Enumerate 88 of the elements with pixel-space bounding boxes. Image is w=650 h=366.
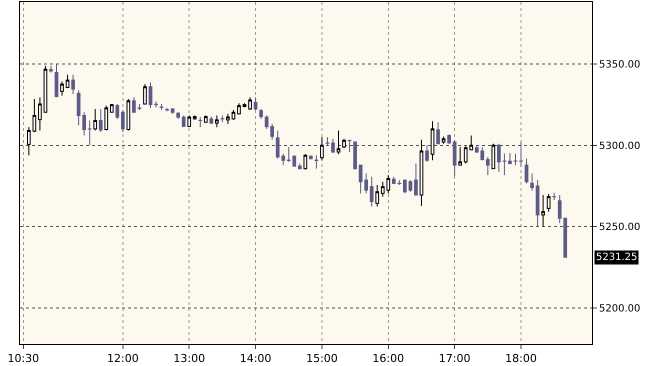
candlestick xyxy=(143,84,147,106)
candlestick xyxy=(524,158,528,184)
candlestick xyxy=(170,107,174,114)
x-tick-label: 14:00 xyxy=(240,352,272,366)
candlestick xyxy=(358,164,362,194)
candlestick xyxy=(474,144,479,154)
candlestick xyxy=(110,103,114,113)
y-tick-label: 5300.00 xyxy=(599,140,640,152)
candlestick xyxy=(182,115,186,128)
x-tick-label: 10:30 xyxy=(7,352,40,366)
candlestick xyxy=(220,115,224,123)
candlestick xyxy=(375,184,380,208)
candlestick xyxy=(32,98,36,133)
y-tick-label: 5350.00 xyxy=(599,59,640,70)
candlestick xyxy=(276,130,280,160)
candlestick xyxy=(281,153,286,166)
x-tick-label: 15:00 xyxy=(306,352,338,366)
candlestick xyxy=(115,103,120,120)
y-tick-label: 5200.00 xyxy=(599,304,640,315)
candlestick xyxy=(254,96,258,110)
candlestick xyxy=(309,154,313,160)
candlestick xyxy=(497,143,501,172)
candlestick xyxy=(298,163,302,170)
candlestick xyxy=(98,108,103,133)
candlestick xyxy=(546,194,550,212)
candlestick xyxy=(436,122,440,145)
candlestick xyxy=(491,143,496,170)
candlestick xyxy=(452,140,456,177)
x-tick-label: 12:00 xyxy=(107,352,139,366)
candlestick xyxy=(552,192,556,201)
candlestick xyxy=(303,154,308,170)
x-tick-label: 17:00 xyxy=(438,352,470,366)
candlestick xyxy=(563,218,568,258)
candlestick xyxy=(486,156,490,176)
candlestick xyxy=(71,74,75,95)
candlestick xyxy=(469,135,474,151)
candlestick xyxy=(292,154,296,168)
candlestick xyxy=(49,65,53,74)
candlestick xyxy=(187,115,192,128)
candlestick xyxy=(420,139,424,206)
candlestick xyxy=(286,146,291,162)
candlestick xyxy=(176,112,180,120)
candlestick xyxy=(215,115,219,128)
candlestick xyxy=(348,140,352,152)
x-tick-label: 16:00 xyxy=(372,352,404,366)
candlestick xyxy=(403,179,407,194)
annotation: 5231.25 xyxy=(596,252,638,263)
candlestick xyxy=(104,105,108,131)
candlestick xyxy=(198,116,202,128)
candlestick xyxy=(264,115,268,130)
candlestick xyxy=(165,107,169,112)
candlestick xyxy=(370,176,374,208)
candlestick xyxy=(88,120,92,146)
candlestick xyxy=(93,108,98,131)
candlestick xyxy=(121,110,125,133)
candlestick xyxy=(541,194,545,227)
candlestick xyxy=(204,115,208,123)
candlestick xyxy=(380,181,385,198)
candlestick xyxy=(458,146,462,166)
candlestick xyxy=(425,144,429,162)
candlestick xyxy=(26,126,31,156)
candlestick xyxy=(353,142,357,170)
candlestick xyxy=(364,172,368,194)
candlestick xyxy=(259,108,263,120)
candlestick xyxy=(314,154,318,170)
candlestick xyxy=(558,194,562,224)
candlestick xyxy=(464,146,468,164)
x-tick-label: 13:00 xyxy=(173,352,206,366)
y-tick-label: 5250.00 xyxy=(599,222,640,234)
candlestick xyxy=(386,174,390,194)
candlestick xyxy=(270,123,274,140)
x-tick-label: 18:00 xyxy=(505,352,537,366)
candlestick xyxy=(192,115,197,120)
candlestick xyxy=(392,176,396,185)
candlestick xyxy=(480,146,484,161)
candlestick xyxy=(54,64,58,98)
candlestick xyxy=(442,136,446,144)
candlestick xyxy=(430,120,434,161)
candlestick xyxy=(320,136,324,161)
candlestick xyxy=(336,130,340,155)
candlestick xyxy=(82,112,86,136)
candlestick xyxy=(160,103,164,110)
candlestick xyxy=(209,116,214,124)
candlestick xyxy=(342,138,346,149)
candlestick xyxy=(76,90,80,126)
candlestick xyxy=(126,98,130,131)
candlestick xyxy=(447,134,451,144)
candlestick xyxy=(397,180,402,186)
